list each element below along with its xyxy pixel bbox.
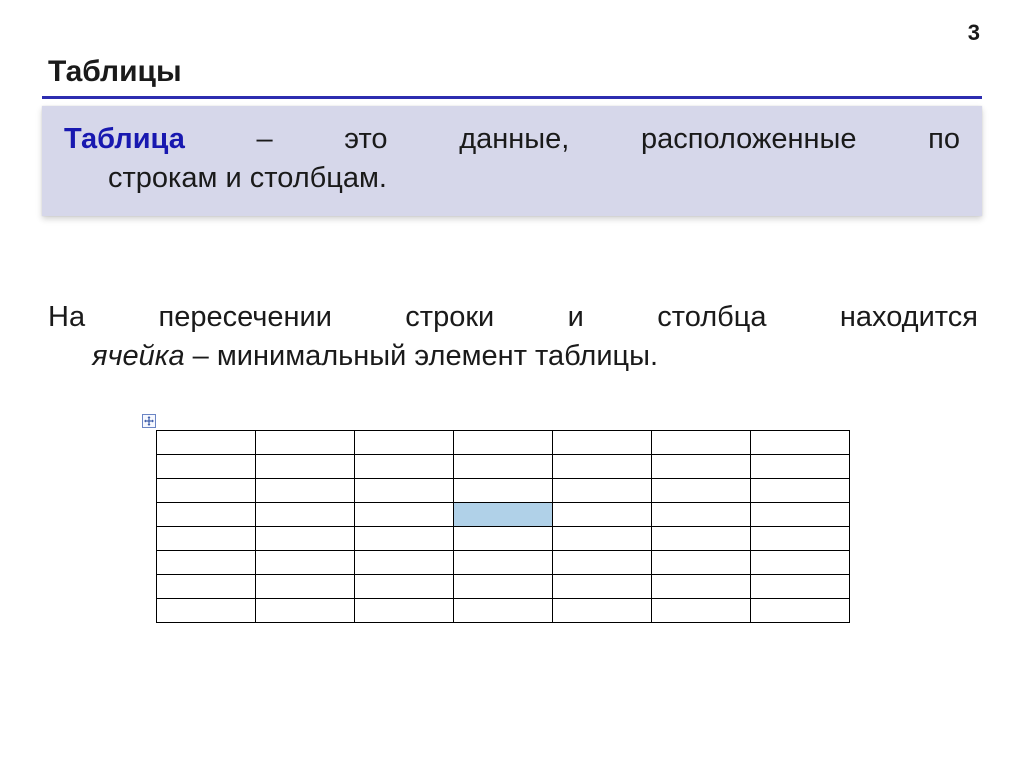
table-cell-selected[interactable] — [454, 503, 553, 527]
def-word-2: это — [344, 120, 387, 159]
table-cell[interactable] — [652, 551, 751, 575]
table-cell[interactable] — [553, 503, 652, 527]
table-cell[interactable] — [553, 431, 652, 455]
definition-box: Таблица – это данные, расположенные по с… — [42, 106, 982, 216]
table-cell[interactable] — [157, 551, 256, 575]
table-row — [157, 479, 850, 503]
table-cell[interactable] — [256, 431, 355, 455]
table-cell[interactable] — [454, 599, 553, 623]
table-cell[interactable] — [553, 455, 652, 479]
table-cell[interactable] — [454, 479, 553, 503]
table-cell[interactable] — [652, 503, 751, 527]
table-cell[interactable] — [553, 479, 652, 503]
table-cell[interactable] — [553, 575, 652, 599]
table-cell[interactable] — [652, 431, 751, 455]
table-cell[interactable] — [256, 503, 355, 527]
body-word-2: пересечении — [158, 298, 331, 337]
table-cell[interactable] — [454, 431, 553, 455]
table-cell[interactable] — [652, 599, 751, 623]
table-cell[interactable] — [751, 431, 850, 455]
definition-term: Таблица — [64, 123, 185, 155]
page-title: Таблицы — [48, 55, 182, 89]
table-cell[interactable] — [751, 575, 850, 599]
table-cell[interactable] — [256, 551, 355, 575]
def-word-5: по — [928, 120, 960, 159]
table-row — [157, 455, 850, 479]
table-cell[interactable] — [157, 599, 256, 623]
body-word-3: строки — [405, 298, 494, 337]
page-number: 3 — [968, 20, 980, 46]
table-cell[interactable] — [256, 455, 355, 479]
sample-table-container — [156, 430, 850, 623]
table-cell[interactable] — [355, 599, 454, 623]
table-cell[interactable] — [355, 527, 454, 551]
table-cell[interactable] — [355, 551, 454, 575]
table-cell[interactable] — [157, 503, 256, 527]
def-word-1: – — [257, 120, 273, 159]
body-word-5: столбца — [657, 298, 766, 337]
sample-table[interactable] — [156, 430, 850, 623]
table-row — [157, 551, 850, 575]
table-cell[interactable] — [157, 479, 256, 503]
table-row — [157, 599, 850, 623]
table-cell[interactable] — [256, 575, 355, 599]
definition-line-1: Таблица – это данные, расположенные по — [64, 120, 960, 159]
table-cell[interactable] — [553, 527, 652, 551]
table-cell[interactable] — [157, 575, 256, 599]
table-cell[interactable] — [355, 503, 454, 527]
table-row — [157, 527, 850, 551]
table-cell[interactable] — [355, 455, 454, 479]
table-cell[interactable] — [157, 527, 256, 551]
table-cell[interactable] — [256, 479, 355, 503]
table-cell[interactable] — [652, 575, 751, 599]
def-word-4: расположенные — [641, 120, 857, 159]
table-cell[interactable] — [751, 479, 850, 503]
table-cell[interactable] — [256, 527, 355, 551]
table-cell[interactable] — [652, 479, 751, 503]
table-cell[interactable] — [751, 503, 850, 527]
cell-term: ячейка — [92, 340, 185, 372]
body-text: На пересечении строки и столбца находитс… — [48, 298, 978, 376]
heading-rule — [42, 96, 982, 99]
body-word-6: находится — [840, 298, 978, 337]
table-cell[interactable] — [751, 599, 850, 623]
table-cell[interactable] — [355, 431, 454, 455]
table-cell[interactable] — [553, 551, 652, 575]
body-line-1: На пересечении строки и столбца находитс… — [48, 298, 978, 337]
table-cell[interactable] — [652, 455, 751, 479]
def-word-3: данные, — [459, 120, 569, 159]
table-cell[interactable] — [751, 527, 850, 551]
table-cell[interactable] — [751, 551, 850, 575]
table-cell[interactable] — [454, 455, 553, 479]
table-cell[interactable] — [454, 551, 553, 575]
body-word-1: На — [48, 298, 85, 337]
body-line-2-rest: – минимальный элемент таблицы. — [185, 340, 658, 372]
table-cell[interactable] — [454, 527, 553, 551]
body-line-2: ячейка – минимальный элемент таблицы. — [48, 337, 978, 376]
table-cell[interactable] — [355, 479, 454, 503]
table-cell[interactable] — [454, 575, 553, 599]
table-row — [157, 431, 850, 455]
table-cell[interactable] — [751, 455, 850, 479]
table-cell[interactable] — [553, 599, 652, 623]
table-cell[interactable] — [652, 527, 751, 551]
table-cell[interactable] — [157, 431, 256, 455]
table-cell[interactable] — [157, 455, 256, 479]
table-cell[interactable] — [256, 599, 355, 623]
table-cell[interactable] — [355, 575, 454, 599]
definition-line-2: строкам и столбцам. — [64, 159, 960, 198]
move-handle-icon[interactable] — [142, 414, 156, 428]
table-row — [157, 575, 850, 599]
table-row — [157, 503, 850, 527]
body-word-4: и — [568, 298, 584, 337]
